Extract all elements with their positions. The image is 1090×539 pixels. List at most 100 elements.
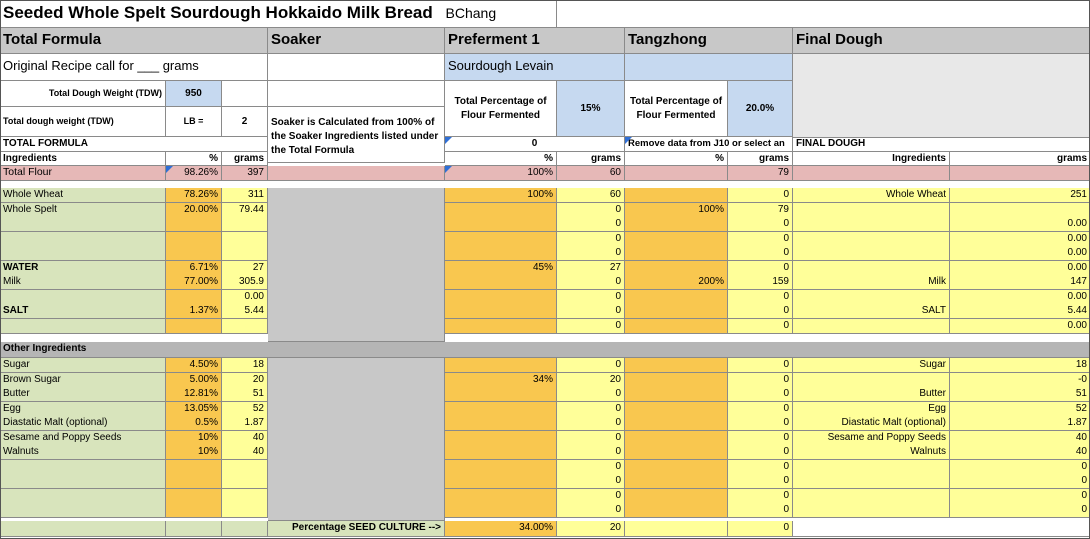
seed-row-empty[interactable] [166, 521, 222, 537]
ingredient-grams[interactable]: 40 [222, 430, 268, 446]
ingredient-name[interactable]: Walnuts [0, 445, 166, 460]
tang-grams[interactable]: 79 [728, 202, 793, 218]
ingredient-grams[interactable]: 40 [222, 445, 268, 460]
recipe-title-cell[interactable]: Seeded Whole Spelt Sourdough Hokkaido Mi… [0, 0, 557, 28]
final-ingredient[interactable]: Diastatic Malt (optional) [793, 416, 950, 431]
ingredient-grams[interactable] [222, 503, 268, 518]
pref-pct[interactable] [445, 275, 557, 290]
pref-pct[interactable] [445, 358, 557, 373]
ingredient-name[interactable]: Sugar [0, 358, 166, 373]
ingredient-name[interactable] [0, 246, 166, 261]
ingredient-grams[interactable]: 5.44 [222, 304, 268, 319]
final-grams[interactable]: 52 [950, 401, 1090, 417]
ingredient-name[interactable] [0, 318, 166, 334]
ingredient-pct[interactable] [166, 318, 222, 334]
pref-grams[interactable]: 60 [557, 188, 625, 203]
ingredient-pct[interactable] [166, 488, 222, 504]
section-preferment[interactable]: Preferment 1 [445, 28, 625, 54]
pref-pct[interactable] [445, 231, 557, 247]
tang-pct[interactable] [625, 304, 728, 319]
ingredient-name[interactable]: Whole Spelt [0, 202, 166, 218]
seed-row-empty[interactable] [222, 521, 268, 537]
empty-cell[interactable] [793, 521, 1090, 537]
pref-grams[interactable]: 0 [557, 275, 625, 290]
soaker-block[interactable] [268, 358, 445, 521]
section-total-formula[interactable]: Total Formula [0, 28, 268, 54]
pref-grams[interactable]: 0 [557, 474, 625, 489]
final-ingredient[interactable]: Milk [793, 275, 950, 290]
tang-grams[interactable]: 0 [728, 260, 793, 276]
ingredient-grams[interactable]: 311 [222, 188, 268, 203]
tang-pct[interactable] [625, 430, 728, 446]
tdw-value-2[interactable]: 2 [222, 107, 268, 137]
pref-pct[interactable] [445, 430, 557, 446]
ingredient-name[interactable]: Egg [0, 401, 166, 417]
ingredient-grams[interactable]: 52 [222, 401, 268, 417]
final-grams[interactable] [950, 202, 1090, 218]
empty-cell[interactable] [625, 54, 793, 81]
final-flour-grams[interactable] [950, 166, 1090, 181]
ingredient-pct[interactable] [166, 231, 222, 247]
ingredient-grams[interactable]: 18 [222, 358, 268, 373]
tang-grams[interactable]: 0 [728, 445, 793, 460]
total-flour-label[interactable]: Total Flour [0, 166, 166, 181]
pref-zero[interactable]: 0 [445, 137, 625, 152]
tang-pct[interactable] [625, 318, 728, 334]
tang-pct[interactable] [625, 401, 728, 417]
pref-pct[interactable] [445, 488, 557, 504]
pref-pct[interactable] [445, 445, 557, 460]
pref-grams[interactable]: 20 [557, 372, 625, 388]
pref-pct[interactable] [445, 202, 557, 218]
ingredient-pct[interactable] [166, 217, 222, 232]
final-grams[interactable]: 18 [950, 358, 1090, 373]
ingredient-pct[interactable]: 10% [166, 430, 222, 446]
ingredient-grams[interactable] [222, 488, 268, 504]
tang-grams[interactable]: 0 [728, 188, 793, 203]
final-ingredient[interactable] [793, 474, 950, 489]
tang-pct[interactable] [625, 246, 728, 261]
final-grams[interactable]: 0 [950, 488, 1090, 504]
final-grams[interactable]: 1.87 [950, 416, 1090, 431]
ingredient-grams[interactable] [222, 459, 268, 475]
ingredient-name[interactable]: WATER [0, 260, 166, 276]
ingredient-pct[interactable]: 4.50% [166, 358, 222, 373]
ingredient-grams[interactable] [222, 246, 268, 261]
pref-pct[interactable]: 45% [445, 260, 557, 276]
pref-grams[interactable]: 0 [557, 304, 625, 319]
tang-pct[interactable] [625, 358, 728, 373]
pref-flour-pct[interactable]: 100% [445, 166, 557, 181]
pref-grams[interactable]: 0 [557, 246, 625, 261]
seed-culture-grams[interactable]: 20 [557, 521, 625, 537]
tang-pct[interactable] [625, 231, 728, 247]
tang-pct[interactable] [625, 372, 728, 388]
seed-tang-pct[interactable] [625, 521, 728, 537]
pref-grams[interactable]: 0 [557, 217, 625, 232]
ingredient-pct[interactable] [166, 474, 222, 489]
final-ingredient[interactable] [793, 459, 950, 475]
ingredient-name[interactable]: SALT [0, 304, 166, 319]
tang-grams[interactable]: 0 [728, 318, 793, 334]
pref-pct[interactable] [445, 401, 557, 417]
ingredient-pct[interactable]: 12.81% [166, 387, 222, 402]
pref-grams[interactable]: 0 [557, 289, 625, 305]
ingredient-name[interactable] [0, 459, 166, 475]
total-flour-grams[interactable]: 397 [222, 166, 268, 181]
ingredient-grams[interactable] [222, 318, 268, 334]
final-ingredient[interactable] [793, 372, 950, 388]
ingredient-name[interactable]: Diastatic Malt (optional) [0, 416, 166, 431]
pref-pct[interactable]: 100% [445, 188, 557, 203]
final-ingredient[interactable]: SALT [793, 304, 950, 319]
final-ingredient[interactable] [793, 488, 950, 504]
pref-grams[interactable]: 27 [557, 260, 625, 276]
pref-grams[interactable]: 0 [557, 459, 625, 475]
ingredient-name[interactable]: Butter [0, 387, 166, 402]
pref-pct[interactable] [445, 318, 557, 334]
tang-pct[interactable] [625, 217, 728, 232]
final-grams[interactable]: 147 [950, 275, 1090, 290]
final-ingredient[interactable] [793, 318, 950, 334]
tang-pct[interactable] [625, 260, 728, 276]
ingredient-name[interactable] [0, 488, 166, 504]
pref-pct[interactable] [445, 459, 557, 475]
final-grams[interactable]: 0.00 [950, 217, 1090, 232]
ingredient-pct[interactable]: 1.37% [166, 304, 222, 319]
